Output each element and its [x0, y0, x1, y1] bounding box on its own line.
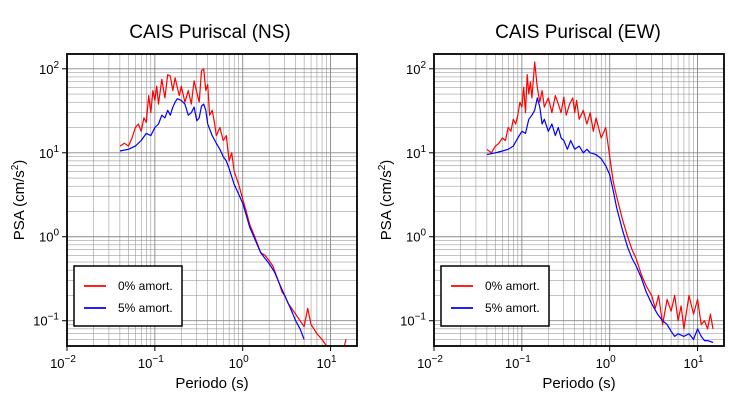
x-tick-label: 100 — [596, 354, 616, 371]
legend-label: 0% amort. — [485, 279, 540, 293]
y-tick-label: 100 — [39, 228, 59, 245]
legend: 0% amort. 5% amort. — [440, 265, 550, 327]
x-axis-label: Periodo (s) — [542, 375, 615, 392]
y-tick-label: 101 — [39, 144, 59, 161]
plot-frame — [66, 53, 358, 347]
chart-title: CAIS Puriscal (EW) — [495, 22, 661, 43]
x-tick-label: 100 — [229, 354, 249, 371]
chart-title: CAIS Puriscal (NS) — [129, 22, 291, 43]
y-tick-label: 101 — [406, 144, 426, 161]
series-group — [119, 68, 347, 346]
legend-box — [440, 265, 550, 327]
legend-label: 5% amort. — [118, 301, 173, 315]
legend-box — [73, 265, 183, 327]
grid — [66, 54, 358, 347]
series-line-5pct — [119, 98, 305, 340]
y-axis-label: PSA (cm/s2) — [377, 160, 395, 241]
series-line-0pct — [486, 61, 714, 330]
legend: 0% amort. 5% amort. — [73, 265, 183, 327]
y-axis-label: PSA (cm/s2) — [10, 160, 28, 241]
chart-panel-ns: CAIS Puriscal (NS) 10−2 10−1 100 101 10−1 100… — [10, 22, 358, 392]
series-line-0pct — [119, 68, 347, 346]
chart-panel-ew: CAIS Puriscal (EW) 10−2 10−1 100 101 10−1 100… — [377, 22, 725, 392]
series-group — [486, 61, 714, 344]
legend-label: 0% amort. — [118, 279, 173, 293]
x-tick-label: 10−2 — [417, 354, 443, 371]
grid — [433, 54, 725, 347]
y-tick-label: 102 — [406, 60, 426, 77]
x-tick-label: 10−1 — [138, 354, 164, 371]
legend-label: 5% amort. — [485, 301, 540, 315]
series-line-5pct — [486, 97, 714, 344]
y-tick-label: 102 — [39, 60, 59, 77]
y-tick-label: 10−1 — [33, 312, 59, 329]
y-tick-label: 100 — [406, 228, 426, 245]
y-tick-label: 10−1 — [400, 312, 426, 329]
x-tick-label: 10−2 — [50, 354, 76, 371]
x-axis-label: Periodo (s) — [175, 375, 248, 392]
x-tick-label: 101 — [317, 354, 337, 371]
plot-frame — [433, 53, 725, 347]
x-tick-label: 101 — [684, 354, 704, 371]
x-tick-label: 10−1 — [505, 354, 531, 371]
